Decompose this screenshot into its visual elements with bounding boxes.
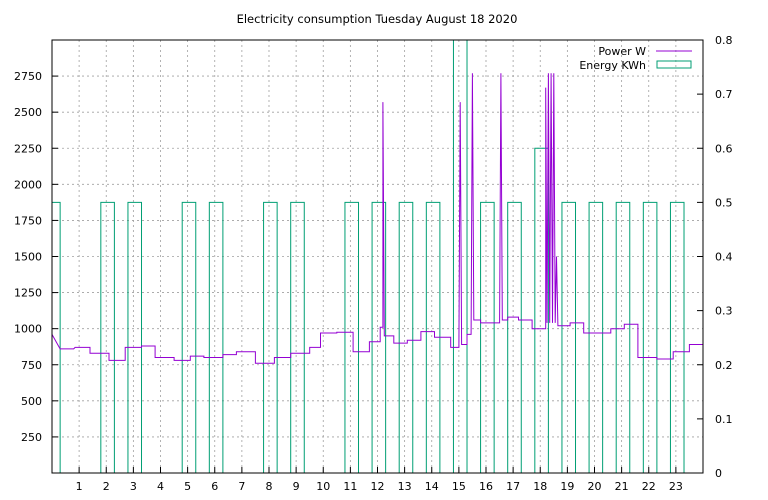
y2-tick-label: 0.6: [715, 142, 733, 155]
y-tick-label: 2000: [14, 178, 42, 191]
x-tick-label: 2: [103, 480, 110, 493]
y-tick-label: 1000: [14, 323, 42, 336]
y-tick-label: 2250: [14, 142, 42, 155]
x-tick-label: 19: [560, 480, 574, 493]
x-tick-label: 16: [479, 480, 493, 493]
energy-bar: [480, 201, 495, 474]
energy-bar: [615, 201, 631, 474]
y-tick-label: 250: [21, 431, 42, 444]
grid-lines: [52, 40, 703, 473]
x-tick-label: 13: [398, 480, 412, 493]
energy-bar: [100, 201, 115, 474]
energy-bar: [263, 201, 278, 474]
energy-bar: [51, 201, 61, 474]
plot-border: [51, 39, 704, 474]
x-tick-label: 7: [238, 480, 245, 493]
y2-tick-label: 0.4: [715, 251, 733, 264]
legend: Power W Energy KWh: [579, 45, 692, 72]
x-tick-label: 1: [76, 480, 83, 493]
x-tick-label: 23: [669, 480, 683, 493]
energy-bar: [344, 201, 360, 474]
x-tick-label: 9: [293, 480, 300, 493]
x-tick-label: 5: [184, 480, 191, 493]
x-tick-label: 18: [533, 480, 547, 493]
x-tick-label: 22: [642, 480, 656, 493]
x-tick-label: 8: [266, 480, 273, 493]
y-tick-label: 1500: [14, 251, 42, 264]
y-tick-label: 750: [21, 359, 42, 372]
y-axis-ticks: 250 500 750 1000 1250 1500 1750 2000 2250 2500 275…: [14, 70, 58, 444]
y2-tick-label: 0.8: [715, 34, 733, 47]
energy-bar: [507, 201, 522, 474]
chart-title: Electricity consumption Tuesday August 1…: [237, 12, 518, 26]
x-tick-label: 15: [452, 480, 466, 493]
energy-bar: [669, 201, 685, 474]
power-line: [51, 73, 704, 364]
y2-axis-ticks: 0 0.1 0.2 0.3 0.4 0.5 0.6 0.7 0.8: [697, 34, 733, 480]
y2-tick-label: 0.5: [715, 196, 733, 209]
energy-bar: [127, 201, 143, 474]
x-tick-label: 12: [371, 480, 385, 493]
y2-tick-label: 0: [715, 467, 722, 480]
legend-swatch-energy: [656, 60, 692, 69]
x-tick-label: 6: [211, 480, 218, 493]
x-tick-label: 11: [343, 480, 357, 493]
y-tick-label: 1750: [14, 214, 42, 227]
x-tick-label: 3: [130, 480, 137, 493]
x-tick-label: 20: [588, 480, 602, 493]
x-tick-label: 14: [425, 480, 439, 493]
y-tick-label: 500: [21, 395, 42, 408]
y-tick-label: 2500: [14, 106, 42, 119]
x-tick-label: 21: [615, 480, 629, 493]
x-axis-ticks: 1 2 3 4 5 6 7 8 9 10 11 12 13 14 15 16 17 18 19 20 21 22 23: [76, 467, 683, 493]
y2-tick-label: 0.3: [715, 305, 733, 318]
x-tick-label: 4: [157, 480, 164, 493]
x-tick-label: 10: [316, 480, 330, 493]
y2-tick-label: 0.2: [715, 359, 733, 372]
y2-tick-label: 0.1: [715, 413, 733, 426]
y2-tick-label: 0.7: [715, 88, 733, 101]
x-tick-label: 17: [506, 480, 520, 493]
energy-bar: [208, 201, 224, 474]
energy-bar: [398, 201, 414, 474]
energy-bar: [561, 201, 577, 474]
energy-bar: [290, 201, 305, 474]
y-tick-label: 1250: [14, 287, 42, 300]
y-tick-label: 2750: [14, 70, 42, 83]
energy-bar: [642, 201, 658, 474]
legend-label-power: Power W: [598, 45, 646, 58]
energy-bar: [588, 201, 604, 474]
legend-label-energy: Energy KWh: [579, 59, 646, 72]
energy-bar: [181, 201, 197, 474]
power-series: [51, 73, 704, 364]
